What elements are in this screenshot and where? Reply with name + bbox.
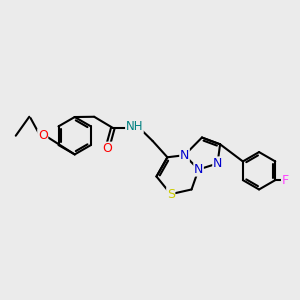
Text: NH: NH — [126, 120, 143, 133]
Text: N: N — [194, 163, 203, 176]
Text: N: N — [180, 149, 189, 162]
Text: S: S — [167, 188, 175, 201]
Text: F: F — [282, 174, 289, 187]
Text: N: N — [213, 157, 222, 170]
Text: O: O — [38, 129, 48, 142]
Text: O: O — [102, 142, 112, 155]
